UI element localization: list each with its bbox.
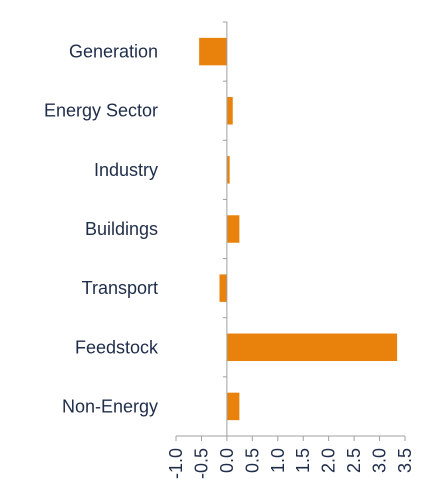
bar bbox=[226, 214, 240, 244]
category-label: Generation bbox=[69, 42, 158, 62]
x-tick-label: 0.0 bbox=[217, 448, 237, 473]
x-tick-label: -0.5 bbox=[191, 448, 211, 479]
y-axis-ticks bbox=[222, 21, 227, 437]
category-labels: Generation Energy Sector Industry Buildings… bbox=[44, 42, 159, 417]
category-label: Transport bbox=[82, 278, 158, 298]
category-label: Non-Energy bbox=[62, 396, 158, 416]
x-tick-label: 1.5 bbox=[293, 448, 313, 473]
bars bbox=[198, 37, 398, 421]
x-tick-label: 2.5 bbox=[344, 448, 364, 473]
category-label: Energy Sector bbox=[44, 101, 158, 121]
bar bbox=[226, 333, 398, 362]
x-tick-label: 3.5 bbox=[395, 448, 415, 473]
bar bbox=[226, 96, 234, 125]
bar bbox=[219, 273, 228, 303]
bar bbox=[198, 37, 228, 66]
x-tick-label: -1.0 bbox=[166, 448, 186, 479]
x-tick-label: 3.0 bbox=[370, 448, 390, 473]
category-label: Feedstock bbox=[75, 337, 159, 357]
x-axis-ticks: -1.0 -0.5 0.0 0.5 1.0 1.5 2.0 2.5 3.0 3.5 bbox=[166, 436, 415, 479]
x-tick-label: 2.0 bbox=[319, 448, 339, 473]
bar bbox=[226, 392, 240, 421]
category-label: Buildings bbox=[85, 219, 158, 239]
category-label: Industry bbox=[94, 160, 158, 180]
x-tick-label: 1.0 bbox=[268, 448, 288, 473]
x-tick-label: 0.5 bbox=[242, 448, 262, 473]
